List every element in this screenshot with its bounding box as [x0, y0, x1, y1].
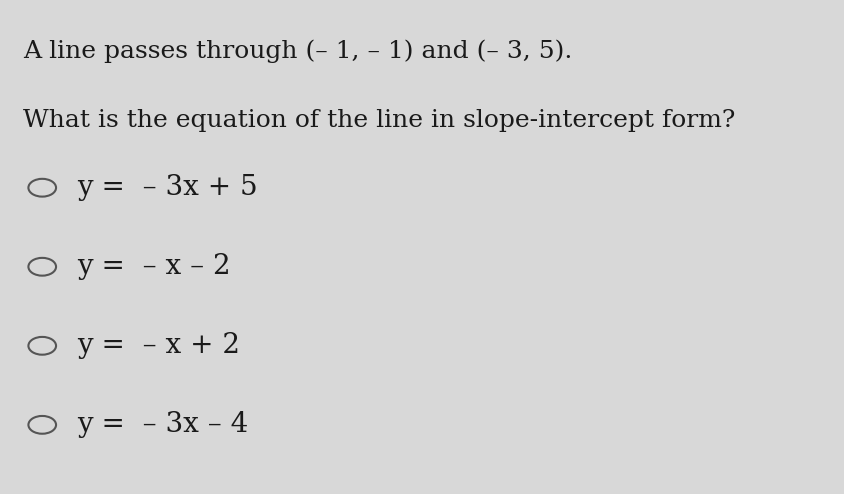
Text: y =  – 3x + 5: y = – 3x + 5	[77, 174, 257, 201]
Text: y =  – x + 2: y = – x + 2	[77, 332, 240, 359]
Text: y =  – 3x – 4: y = – 3x – 4	[77, 412, 248, 438]
Text: What is the equation of the line in slope-intercept form?: What is the equation of the line in slop…	[23, 109, 734, 132]
Text: y =  – x – 2: y = – x – 2	[77, 253, 230, 280]
Text: A line passes through (– 1, – 1) and (– 3, 5).: A line passes through (– 1, – 1) and (– …	[23, 40, 571, 63]
